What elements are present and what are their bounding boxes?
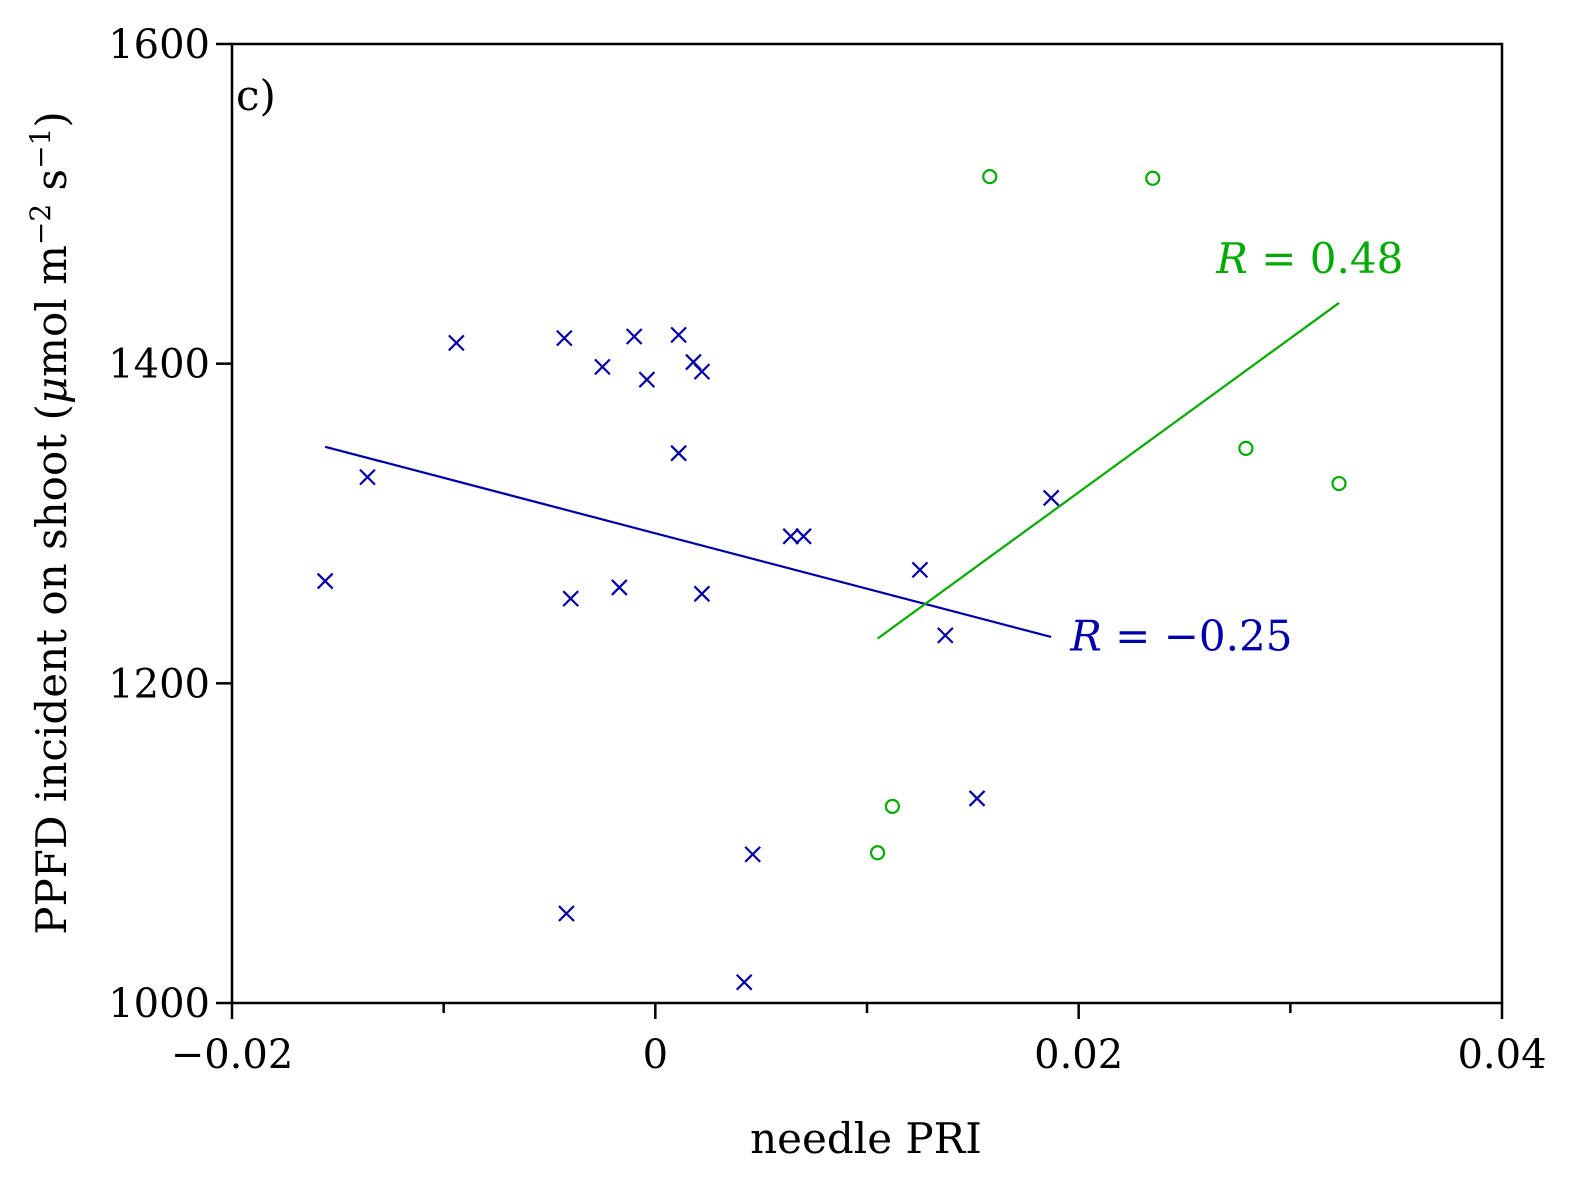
blue-point <box>638 371 656 388</box>
y-axis-label-open: ( <box>27 404 76 420</box>
r-value: −0.25 <box>1164 611 1293 660</box>
blue-point <box>316 572 334 590</box>
y-axis-ticks: 1000 1200 1400 1600 <box>108 22 232 1027</box>
y-tick-label: 1600 <box>108 22 210 68</box>
blue-fit-line <box>324 445 1052 639</box>
y-tick-label: 1200 <box>108 661 210 707</box>
x-tick-label: −0.02 <box>171 1032 294 1078</box>
blue-point <box>594 358 611 376</box>
fit-lines <box>324 302 1340 640</box>
blue-point <box>782 528 800 545</box>
r-eq: = <box>1102 611 1164 660</box>
y-axis-label: PPFD incident on shoot (μmol m−2 s−1) <box>24 111 76 935</box>
blue-point <box>670 444 687 462</box>
green-point <box>982 169 998 185</box>
x-tick-label: 0.04 <box>1457 1032 1546 1078</box>
blue-point <box>625 328 643 345</box>
green-fit-line <box>876 302 1340 640</box>
green-point <box>1145 170 1161 186</box>
green-point <box>884 798 901 815</box>
r-symbol: R <box>1215 234 1248 283</box>
panel-label: c) <box>236 71 276 120</box>
green-r-label: R = 0.48 <box>1215 234 1403 283</box>
blue-point <box>735 973 753 991</box>
x-tick-label: 0.02 <box>1034 1032 1123 1078</box>
x-tick-label: 0 <box>643 1032 668 1078</box>
green-point <box>869 845 886 861</box>
x-axis-ticks: −0.02 0 0.02 0.04 <box>171 1003 1547 1078</box>
blue-point <box>562 590 579 607</box>
y-tick-label: 1000 <box>108 981 210 1027</box>
r-labels: R = −0.25R = 0.48 <box>1069 234 1403 660</box>
blue-point <box>911 561 929 579</box>
blue-point <box>968 790 986 807</box>
blue-point <box>937 627 954 644</box>
blue-point <box>795 528 812 545</box>
y-axis-label-unit: mol m <box>27 245 76 377</box>
blue-point <box>611 579 628 596</box>
blue-point <box>558 905 575 922</box>
r-symbol: R <box>1069 611 1102 660</box>
y-axis-label-exp2: −1 <box>24 128 57 169</box>
green-point <box>1238 440 1254 456</box>
blue-point <box>693 585 711 603</box>
blue-point <box>693 363 711 380</box>
data-points <box>316 169 1347 991</box>
y-axis-label-close: ) <box>27 111 76 127</box>
y-axis-label-exp1: −2 <box>24 204 57 245</box>
blue-point <box>556 329 573 347</box>
y-axis-label-main: PPFD incident on shoot <box>27 434 76 935</box>
r-value: 0.48 <box>1310 234 1404 283</box>
blue-point <box>359 468 376 486</box>
blue-point <box>670 326 687 344</box>
r-eq: = <box>1248 234 1310 283</box>
y-axis-label-mu: μ <box>27 377 76 404</box>
blue-point <box>1042 489 1060 507</box>
blue-point <box>744 846 761 863</box>
x-axis-label: needle PRI <box>750 1114 982 1163</box>
green-point <box>1331 475 1347 492</box>
plot-frame <box>230 42 1504 1005</box>
blue-point <box>448 334 465 352</box>
blue-r-label: R = −0.25 <box>1069 611 1292 660</box>
y-axis-label-s: s <box>27 169 76 204</box>
y-tick-label: 1400 <box>108 342 210 388</box>
